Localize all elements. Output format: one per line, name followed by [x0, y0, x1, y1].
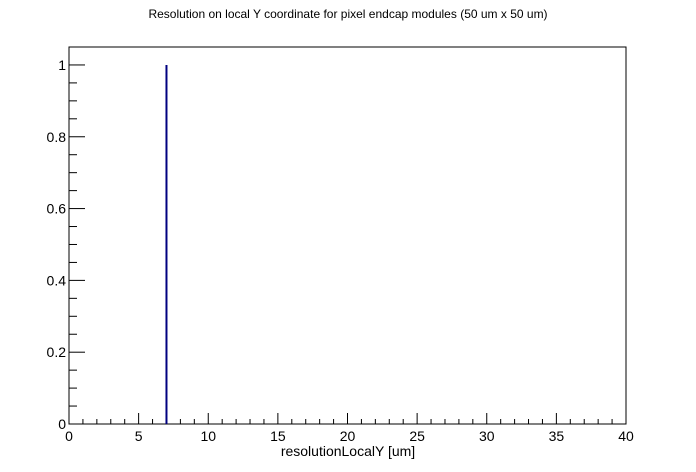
y-tick-label: 1: [58, 57, 66, 73]
y-axis: 0 0.2 0.4 0.6 0.8 1: [47, 46, 85, 432]
y-tick-label: 0.4: [47, 272, 67, 288]
x-tick-label: 15: [270, 428, 286, 444]
x-tick-label: 25: [409, 428, 425, 444]
chart-title: Resolution on local Y coordinate for pix…: [148, 7, 548, 21]
x-tick-label: 10: [200, 428, 216, 444]
x-tick-label: 30: [479, 428, 495, 444]
plot-frame: [68, 46, 627, 425]
x-tick-label: 20: [340, 428, 356, 444]
y-tick-label: 0: [58, 416, 66, 432]
x-axis: 0 5 10 15 20 25 30 35 40: [65, 413, 634, 444]
y-tick-label: 0.6: [47, 201, 67, 217]
x-axis-label: resolutionLocalY [um]: [281, 443, 415, 459]
x-tick-label: 40: [618, 428, 634, 444]
y-tick-label: 0.2: [47, 344, 67, 360]
y-tick-label: 0.8: [47, 129, 67, 145]
x-tick-label: 0: [65, 428, 73, 444]
x-tick-label: 5: [135, 428, 143, 444]
x-tick-label: 35: [549, 428, 565, 444]
